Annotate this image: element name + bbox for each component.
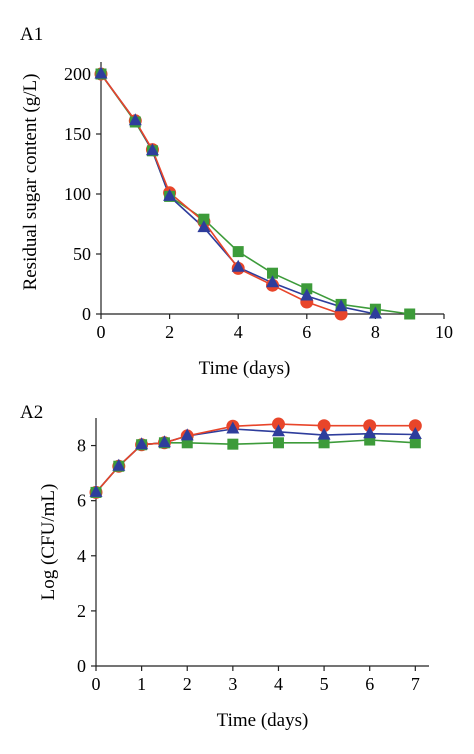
data-point-square bbox=[227, 438, 239, 450]
x-tick-label: 4 bbox=[274, 674, 283, 694]
x-tick-label: 0 bbox=[97, 322, 106, 342]
data-point-circle bbox=[363, 419, 377, 433]
data-point-square bbox=[181, 437, 193, 449]
data-point-triangle bbox=[128, 113, 142, 126]
data-point-triangle bbox=[317, 427, 331, 440]
data-point-square bbox=[404, 308, 416, 320]
y-axis-title: Residual sugar content (g/L) bbox=[20, 74, 41, 291]
data-point-triangle bbox=[135, 437, 149, 450]
y-tick-label: 2 bbox=[77, 601, 86, 621]
panel-label-a1: A1 bbox=[20, 24, 43, 45]
y-tick-label: 4 bbox=[77, 546, 86, 566]
data-point-triangle bbox=[231, 259, 245, 272]
data-point-circle bbox=[408, 419, 422, 433]
panel-label-a2: A2 bbox=[20, 402, 43, 423]
data-point-triangle bbox=[145, 143, 159, 156]
y-tick-label: 0 bbox=[77, 656, 86, 676]
series-line-circle bbox=[95, 423, 416, 493]
data-point-square bbox=[198, 213, 210, 225]
y-tick-label: 100 bbox=[64, 184, 91, 204]
panel-a2: A2 0 1 2 3 4 5 6 7 0 2 4 6 8 Time (days) Log (CFU/mL) bbox=[20, 402, 429, 731]
y-tick-label: 8 bbox=[77, 436, 86, 456]
x-axis-title: Time (days) bbox=[199, 358, 291, 379]
data-point-triangle bbox=[157, 435, 171, 448]
x-axis-title: Time (days) bbox=[217, 710, 309, 731]
x-tick-label: 4 bbox=[234, 322, 243, 342]
data-point-circle bbox=[317, 419, 331, 433]
series-line-circle bbox=[100, 73, 342, 315]
data-point-triangle bbox=[180, 428, 194, 441]
data-point-square bbox=[318, 437, 330, 449]
series-line-square bbox=[100, 73, 410, 315]
x-tick-label: 5 bbox=[320, 674, 329, 694]
data-point-square bbox=[364, 434, 376, 446]
x-tick-label: 2 bbox=[183, 674, 192, 694]
data-point-square bbox=[409, 437, 421, 449]
x-tick-label: 2 bbox=[165, 322, 174, 342]
data-point-triangle bbox=[89, 484, 103, 497]
data-point-triangle bbox=[112, 458, 126, 471]
y-axis-title: Log (CFU/mL) bbox=[38, 484, 59, 601]
y-tick-label: 0 bbox=[82, 304, 91, 324]
data-point-triangle bbox=[368, 306, 382, 319]
data-point-triangle bbox=[300, 288, 314, 301]
x-tick-label: 8 bbox=[371, 322, 380, 342]
x-tick-label: 3 bbox=[228, 674, 237, 694]
data-point-triangle bbox=[334, 299, 348, 312]
y-tick-label: 150 bbox=[64, 124, 91, 144]
data-point-triangle bbox=[271, 424, 285, 437]
x-tick-label: 7 bbox=[411, 674, 420, 694]
data-point-triangle bbox=[266, 275, 279, 288]
x-tick-label: 0 bbox=[92, 674, 101, 694]
data-point-triangle bbox=[226, 421, 240, 434]
data-point-triangle bbox=[94, 66, 108, 79]
data-point-triangle bbox=[408, 427, 422, 440]
series-line-triangle bbox=[100, 73, 376, 315]
data-point-triangle bbox=[163, 188, 177, 201]
x-tick-label: 10 bbox=[435, 322, 453, 342]
data-point-square bbox=[267, 267, 278, 279]
y-tick-label: 6 bbox=[77, 491, 86, 511]
data-point-triangle bbox=[197, 220, 211, 233]
data-point-square bbox=[272, 437, 284, 449]
x-tick-label: 6 bbox=[365, 674, 374, 694]
data-point-triangle bbox=[363, 426, 377, 439]
x-tick-label: 6 bbox=[302, 322, 311, 342]
data-point-square bbox=[232, 246, 244, 258]
data-point-circle bbox=[271, 417, 285, 431]
y-tick-label: 50 bbox=[73, 244, 91, 264]
x-tick-label: 1 bbox=[137, 674, 146, 694]
y-tick-label: 200 bbox=[64, 64, 91, 84]
